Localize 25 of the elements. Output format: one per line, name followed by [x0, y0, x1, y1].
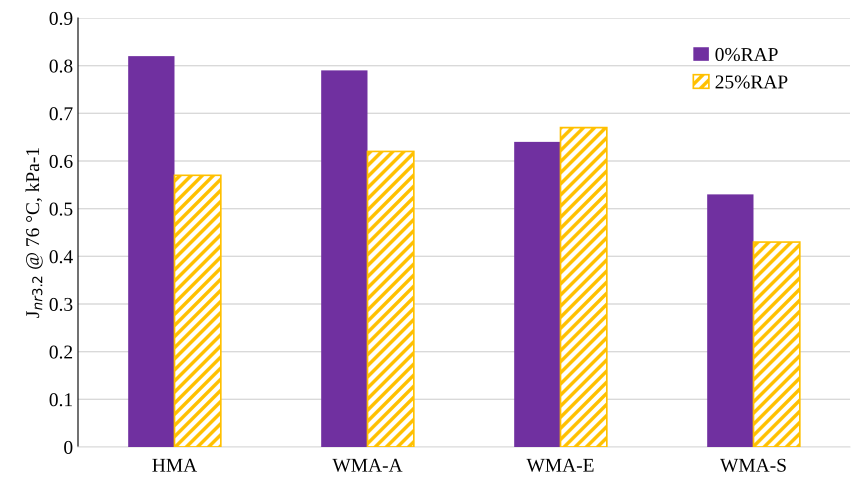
bar [514, 142, 560, 447]
bar [366, 150, 415, 447]
bar [321, 70, 368, 447]
legend-label: 0%RAP [715, 48, 778, 62]
x-tick-label: WMA-E [526, 458, 594, 472]
y-tick-label: 0.1 [50, 393, 72, 406]
y-tick-label: 0.8 [50, 59, 72, 73]
legend-label: 25%RAP [716, 75, 788, 89]
x-tick-label: WMA-S [720, 458, 786, 472]
y-tick-label: 0.2 [50, 345, 72, 359]
y-tick-label: 0.5 [50, 202, 72, 216]
bar [752, 241, 801, 447]
y-tick-label: 0.3 [50, 298, 72, 312]
bar [560, 126, 608, 447]
y-tick-label: 0.4 [50, 250, 73, 264]
y-tick-label: 0.7 [50, 107, 73, 120]
bar [174, 174, 222, 447]
x-tick-label: WMA-A [332, 458, 402, 472]
bar [707, 194, 754, 447]
bar [128, 56, 174, 447]
x-tick-label: HMA [152, 458, 198, 472]
y-axis-title: J$_{nr3.2}$ @ 76 °C, kPa-1 [26, 148, 43, 318]
y-tick-label: 0 [64, 440, 72, 454]
y-tick-label: 0.9 [50, 12, 72, 26]
y-tick-label: 0.6 [50, 154, 73, 168]
